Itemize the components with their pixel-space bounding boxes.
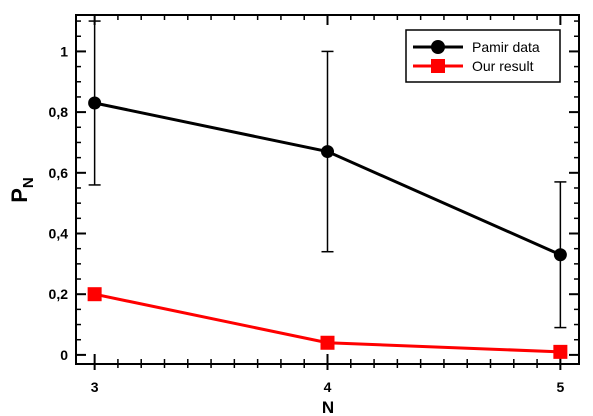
legend-label-series-1: Pamir data: [472, 39, 540, 55]
legend: Pamir data Our result: [405, 29, 561, 83]
y-tick-label: 0,6: [49, 165, 69, 181]
plot-frame: [75, 14, 580, 365]
y-axis-title: PN: [7, 177, 37, 203]
y-tick-label: 1: [60, 43, 68, 59]
point-series-1: [553, 248, 567, 262]
legend-box: [405, 29, 561, 83]
point-series-2: [320, 335, 335, 350]
y-tick-labels: 0 0,2 0,4 0,6 0,8 1: [49, 43, 69, 362]
legend-label-series-2: Our result: [472, 58, 534, 74]
y-axis-title-main: P: [7, 188, 32, 203]
y-tick-label: 0,2: [49, 286, 69, 302]
y-tick-label: 0,4: [49, 226, 69, 242]
point-series-1: [321, 145, 334, 159]
legend-marker-series-2: [431, 59, 445, 73]
point-series-2: [87, 287, 102, 302]
y-tick-label: 0,8: [49, 104, 69, 120]
y-tick-label: 0: [60, 347, 68, 363]
x-tick-label: 4: [324, 379, 332, 395]
x-axis-title: N: [322, 398, 334, 416]
series-markers: [87, 96, 568, 359]
y-axis-title-subscript: N: [20, 177, 37, 188]
point-series-2: [553, 344, 568, 359]
x-tick-label: 3: [91, 379, 99, 395]
point-series-1: [88, 96, 102, 110]
legend-marker-series-1: [431, 40, 445, 54]
x-tick-label: 5: [556, 379, 564, 395]
x-tick-labels: 3 4 5: [91, 379, 565, 395]
